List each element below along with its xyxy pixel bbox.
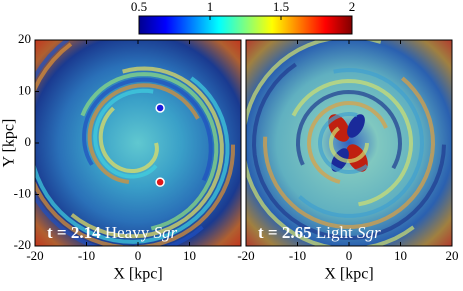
density-feature [87, 83, 200, 184]
density-image [246, 40, 452, 246]
annotation-label: Heavy [105, 223, 150, 242]
y-tick-label: -20 [14, 237, 31, 252]
annotation-time: t = 2.65 [258, 223, 312, 242]
density-feature [262, 76, 436, 229]
annotation-label: Light [316, 223, 353, 242]
colorbar-tick-label: 2 [349, 0, 356, 14]
colorbar-tick-label: 0.5 [131, 0, 147, 14]
density-feature [82, 77, 213, 182]
density-feature [298, 67, 425, 218]
annotation-label-italic: Sgr [357, 223, 381, 242]
density-feature [291, 78, 414, 207]
y-tick-label: 20 [18, 31, 31, 46]
x-tick-label: -10 [78, 248, 95, 263]
x-tick-label: 20 [446, 248, 459, 263]
density-feature [93, 88, 158, 179]
density-feature [251, 62, 446, 240]
colorbar-tick-label: 1.5 [273, 0, 289, 14]
density-feature [246, 40, 415, 246]
density-feature [318, 111, 369, 175]
marker [155, 177, 165, 187]
x-tick-label: -20 [237, 248, 254, 263]
x-axis-label: X [kpc] [113, 266, 162, 283]
x-tick-label: 10 [394, 248, 407, 263]
density-feature [35, 42, 235, 246]
density-feature [306, 100, 388, 184]
y-tick-label: -10 [14, 185, 31, 200]
annotation: t = 2.14 Heavy Sgr [47, 223, 177, 242]
x-tick-label: 10 [183, 248, 196, 263]
x-tick-label: 0 [135, 248, 142, 263]
density-feature [98, 106, 159, 173]
annotation-label-italic: Sgr [153, 223, 177, 242]
x-tick-label: -10 [289, 248, 306, 263]
x-axis-label: X [kpc] [324, 266, 373, 283]
density-feature [329, 126, 369, 163]
density-feature [295, 89, 403, 170]
colorbar [138, 15, 353, 35]
density-image [35, 40, 241, 246]
density-feature [80, 72, 219, 231]
density-feature [70, 66, 224, 239]
density-feature [35, 76, 230, 244]
y-tick-label: 10 [18, 82, 31, 97]
marker [155, 103, 165, 113]
y-tick-label: 0 [25, 134, 32, 149]
y-axis-label: Y [kpc] [1, 119, 18, 168]
annotation-time: t = 2.14 [47, 223, 101, 242]
colorbar-tick-label: 1 [207, 0, 214, 14]
annotation: t = 2.65 Light Sgr [258, 223, 381, 242]
x-tick-label: 0 [346, 248, 353, 263]
x-tick-label: -20 [26, 248, 43, 263]
